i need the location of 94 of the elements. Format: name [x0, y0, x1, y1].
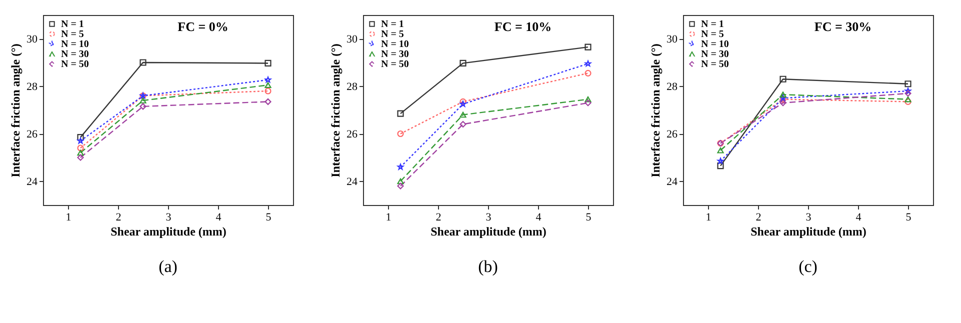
point	[140, 59, 146, 66]
point	[904, 90, 912, 97]
point	[397, 182, 404, 190]
x-tick-label: 3	[486, 212, 492, 224]
x-tick-label: 4	[216, 212, 222, 224]
y-tick-label: 28	[26, 80, 38, 93]
point	[904, 88, 912, 94]
legend-label: N = 10	[381, 39, 409, 50]
point	[717, 158, 724, 164]
point	[77, 144, 84, 152]
x-tick-label: 3	[166, 212, 172, 224]
point	[460, 60, 466, 66]
point	[904, 98, 912, 105]
point	[264, 60, 272, 66]
point	[397, 164, 404, 170]
x-tick-label: 5	[586, 212, 592, 224]
point	[397, 130, 404, 138]
y-tick-label: 30	[346, 33, 358, 46]
legend-label: N = 10	[701, 39, 729, 50]
point	[460, 100, 466, 107]
point	[584, 96, 592, 102]
legend-label: N = 30	[381, 49, 409, 60]
legend-label: N = 50	[381, 59, 409, 70]
point	[904, 96, 912, 102]
x-tick-label: 1	[386, 212, 392, 224]
point	[140, 98, 146, 104]
y-tick-label: 26	[26, 128, 38, 140]
point	[264, 76, 272, 83]
y-tick-label: 24	[26, 176, 38, 188]
y-tick-label: 24	[346, 176, 358, 188]
point	[77, 138, 84, 144]
legend-label: N = 1	[381, 19, 404, 30]
text: (b)	[478, 257, 498, 276]
x-tick-label: 4	[536, 212, 542, 224]
point	[77, 150, 84, 156]
x-tick-label: 1	[66, 212, 72, 224]
legend-label: N = 30	[701, 49, 729, 60]
point	[77, 154, 84, 161]
legend-label: N = 5	[701, 29, 724, 40]
x-tick-label: 1	[706, 212, 712, 224]
legend-label: N = 1	[61, 19, 84, 30]
point	[460, 120, 466, 128]
y-tick-label: 26	[346, 128, 358, 140]
x-tick-label: 2	[436, 212, 442, 224]
point	[717, 147, 724, 154]
point	[264, 88, 272, 94]
point	[77, 134, 84, 141]
x-axis-title: Shear amplitude (mm)	[430, 224, 546, 238]
legend-label: N = 10	[61, 39, 89, 50]
x-tick-label: 3	[806, 212, 812, 224]
point	[397, 110, 404, 117]
x-tick-label: 4	[856, 212, 862, 224]
y-tick-label: 26	[666, 128, 678, 140]
point	[584, 60, 592, 66]
point	[460, 112, 466, 118]
point	[780, 100, 786, 106]
x-tick-label: 2	[756, 212, 762, 224]
annotation: FC = 30%	[814, 19, 872, 34]
point	[780, 76, 786, 82]
point	[397, 178, 404, 184]
point	[140, 103, 146, 110]
text: (c)	[798, 257, 818, 276]
y-axis-title: Interface friction angle (°)	[648, 44, 662, 178]
x-axis-title: Shear amplitude (mm)	[750, 224, 866, 238]
legend-label: N = 5	[381, 29, 404, 40]
legend-label: N = 30	[61, 49, 89, 60]
point	[460, 98, 466, 105]
legend-label: N = 50	[701, 59, 729, 70]
y-tick-label: 24	[666, 176, 678, 188]
x-tick-label: 2	[116, 212, 122, 224]
y-tick-label: 30	[666, 33, 678, 46]
legend-label: N = 1	[701, 19, 724, 30]
y-axis-title: Interface friction angle (°)	[8, 44, 22, 178]
x-tick-label: 5	[266, 212, 272, 224]
annotation: FC = 10%	[494, 19, 552, 34]
point	[780, 92, 786, 98]
point	[584, 70, 592, 76]
point	[264, 98, 272, 105]
x-tick-label: 5	[906, 212, 912, 224]
point	[584, 44, 592, 50]
point	[717, 162, 724, 170]
annotation: FC = 0%	[178, 19, 228, 34]
point	[904, 80, 912, 88]
y-tick-label: 28	[666, 80, 678, 93]
point	[264, 82, 272, 88]
y-axis-title: Interface friction angle (°)	[328, 44, 342, 178]
point	[780, 96, 786, 103]
legend-label: N = 50	[61, 59, 89, 70]
y-tick-label: 28	[346, 80, 358, 93]
x-axis-title: Shear amplitude (mm)	[110, 224, 226, 238]
text: (a)	[158, 257, 178, 276]
legend-label: N = 5	[61, 29, 84, 40]
point	[584, 100, 592, 106]
y-tick-label: 30	[26, 33, 38, 46]
